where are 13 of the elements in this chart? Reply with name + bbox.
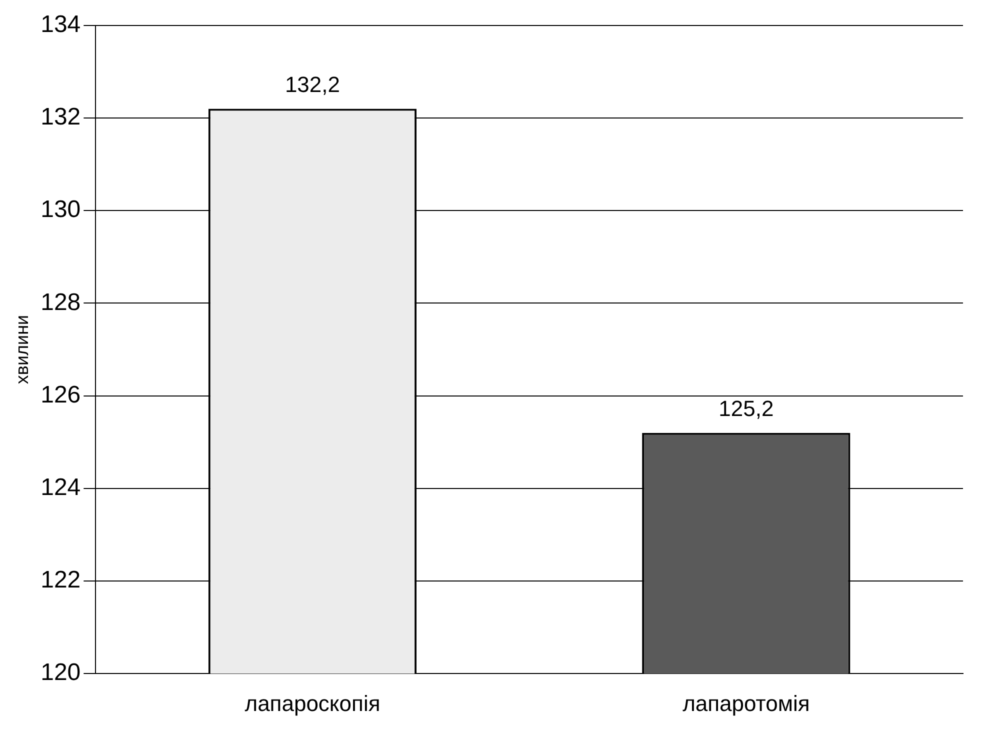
x-tick-label: лапароскопія: [244, 690, 380, 716]
y-tick-label: 130: [40, 196, 81, 224]
y-axis-title: хвилини: [12, 314, 32, 384]
y-tick-label: 124: [40, 474, 81, 502]
y-tick-label: 120: [40, 659, 81, 686]
y-tick-label: 128: [40, 288, 81, 316]
data-label: 125,2: [718, 396, 774, 421]
y-tick-label: 134: [40, 11, 81, 38]
y-tick-label: 126: [40, 381, 81, 408]
data-label: 132,2: [284, 72, 340, 97]
x-tick-label: лапаротомія: [682, 690, 810, 716]
y-tick-label: 132: [40, 104, 81, 131]
y-tick-label: 122: [40, 566, 81, 594]
